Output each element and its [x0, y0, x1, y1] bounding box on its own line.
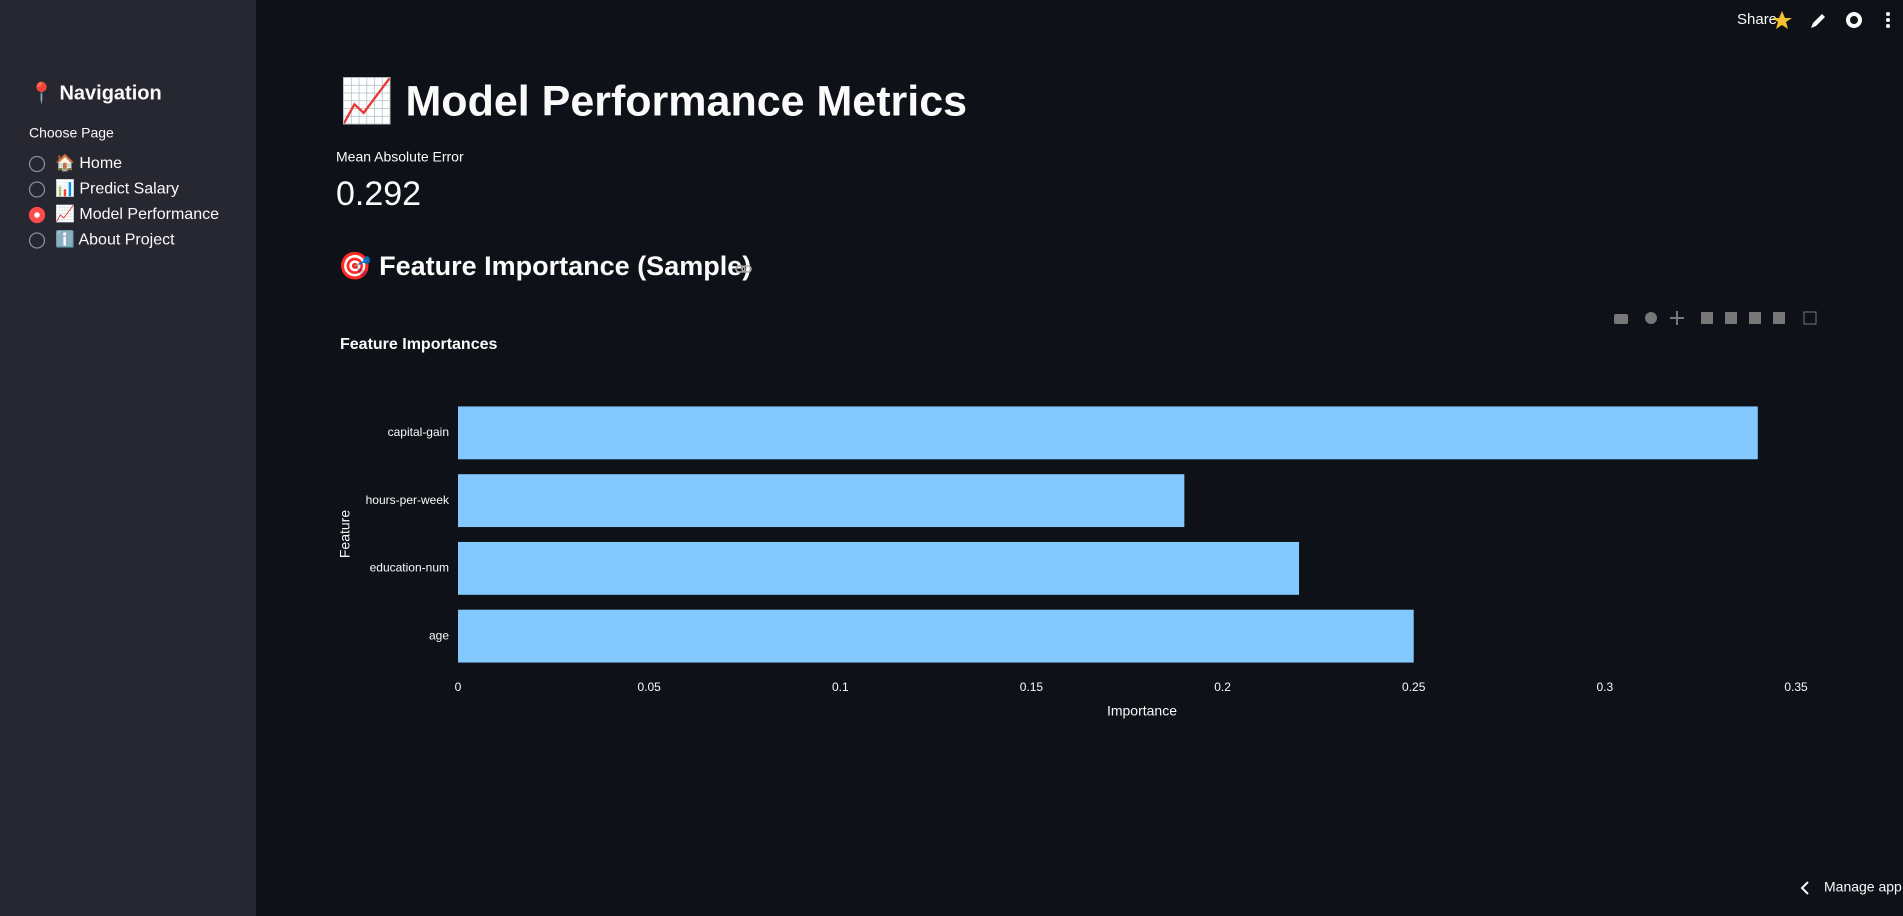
- x-tick-label: 0: [455, 680, 462, 694]
- x-tick-label: 0.05: [637, 680, 661, 694]
- y-axis-title: Feature: [337, 510, 353, 558]
- bar: [458, 474, 1185, 528]
- plot-modebar[interactable]: [1614, 311, 1817, 325]
- y-tick-label: education-num: [370, 561, 449, 575]
- radio-button[interactable]: [28, 232, 46, 249]
- section-title: 🎯 Feature Importance (Sample): [338, 251, 751, 281]
- chart-title: Feature Importances: [340, 336, 497, 353]
- github-icon-inner: [1850, 16, 1858, 24]
- x-axis-title: Importance: [1107, 703, 1177, 719]
- x-tick-label: 0.25: [1402, 680, 1426, 694]
- sidebar-title: 📍 Navigation: [29, 80, 162, 104]
- x-tick-label: 0.3: [1597, 680, 1614, 694]
- radio-dot: [34, 212, 40, 218]
- share-button[interactable]: Share: [1737, 11, 1777, 28]
- menu-icon[interactable]: [1886, 12, 1890, 28]
- radio-option[interactable]: 🏠 Home: [55, 154, 122, 172]
- y-tick-label: age: [429, 628, 449, 642]
- anchor-link-icon[interactable]: [735, 265, 752, 273]
- metric-label: Mean Absolute Error: [336, 149, 464, 165]
- x-tick-label: 0.1: [832, 680, 849, 694]
- manage-app-button[interactable]: Manage app: [1824, 879, 1902, 895]
- x-tick-label: 0.2: [1214, 680, 1231, 694]
- page-title: 📈 Model Performance Metrics: [340, 76, 967, 125]
- metric-value: 0.292: [336, 175, 421, 213]
- y-tick-label: capital-gain: [388, 425, 449, 439]
- radio-button[interactable]: [28, 155, 46, 173]
- bar: [458, 406, 1758, 460]
- edit-icon[interactable]: [1811, 14, 1825, 28]
- radio-button[interactable]: [28, 181, 46, 198]
- bar: [458, 609, 1414, 663]
- chevron-icon: [1800, 881, 1809, 895]
- x-tick-label: 0.15: [1020, 680, 1044, 694]
- bar: [458, 541, 1300, 595]
- y-tick-label: hours-per-week: [366, 493, 450, 507]
- radio-option[interactable]: 📊 Predict Salary: [55, 179, 179, 198]
- radio-option[interactable]: 📈 Model Performance: [55, 204, 219, 223]
- radio-option[interactable]: ℹ️ About Project: [55, 230, 175, 249]
- star-icon[interactable]: [1772, 11, 1792, 29]
- sidebar: [0, 0, 256, 916]
- x-tick-label: 0.35: [1784, 680, 1808, 694]
- radio-label: Choose Page: [29, 125, 114, 141]
